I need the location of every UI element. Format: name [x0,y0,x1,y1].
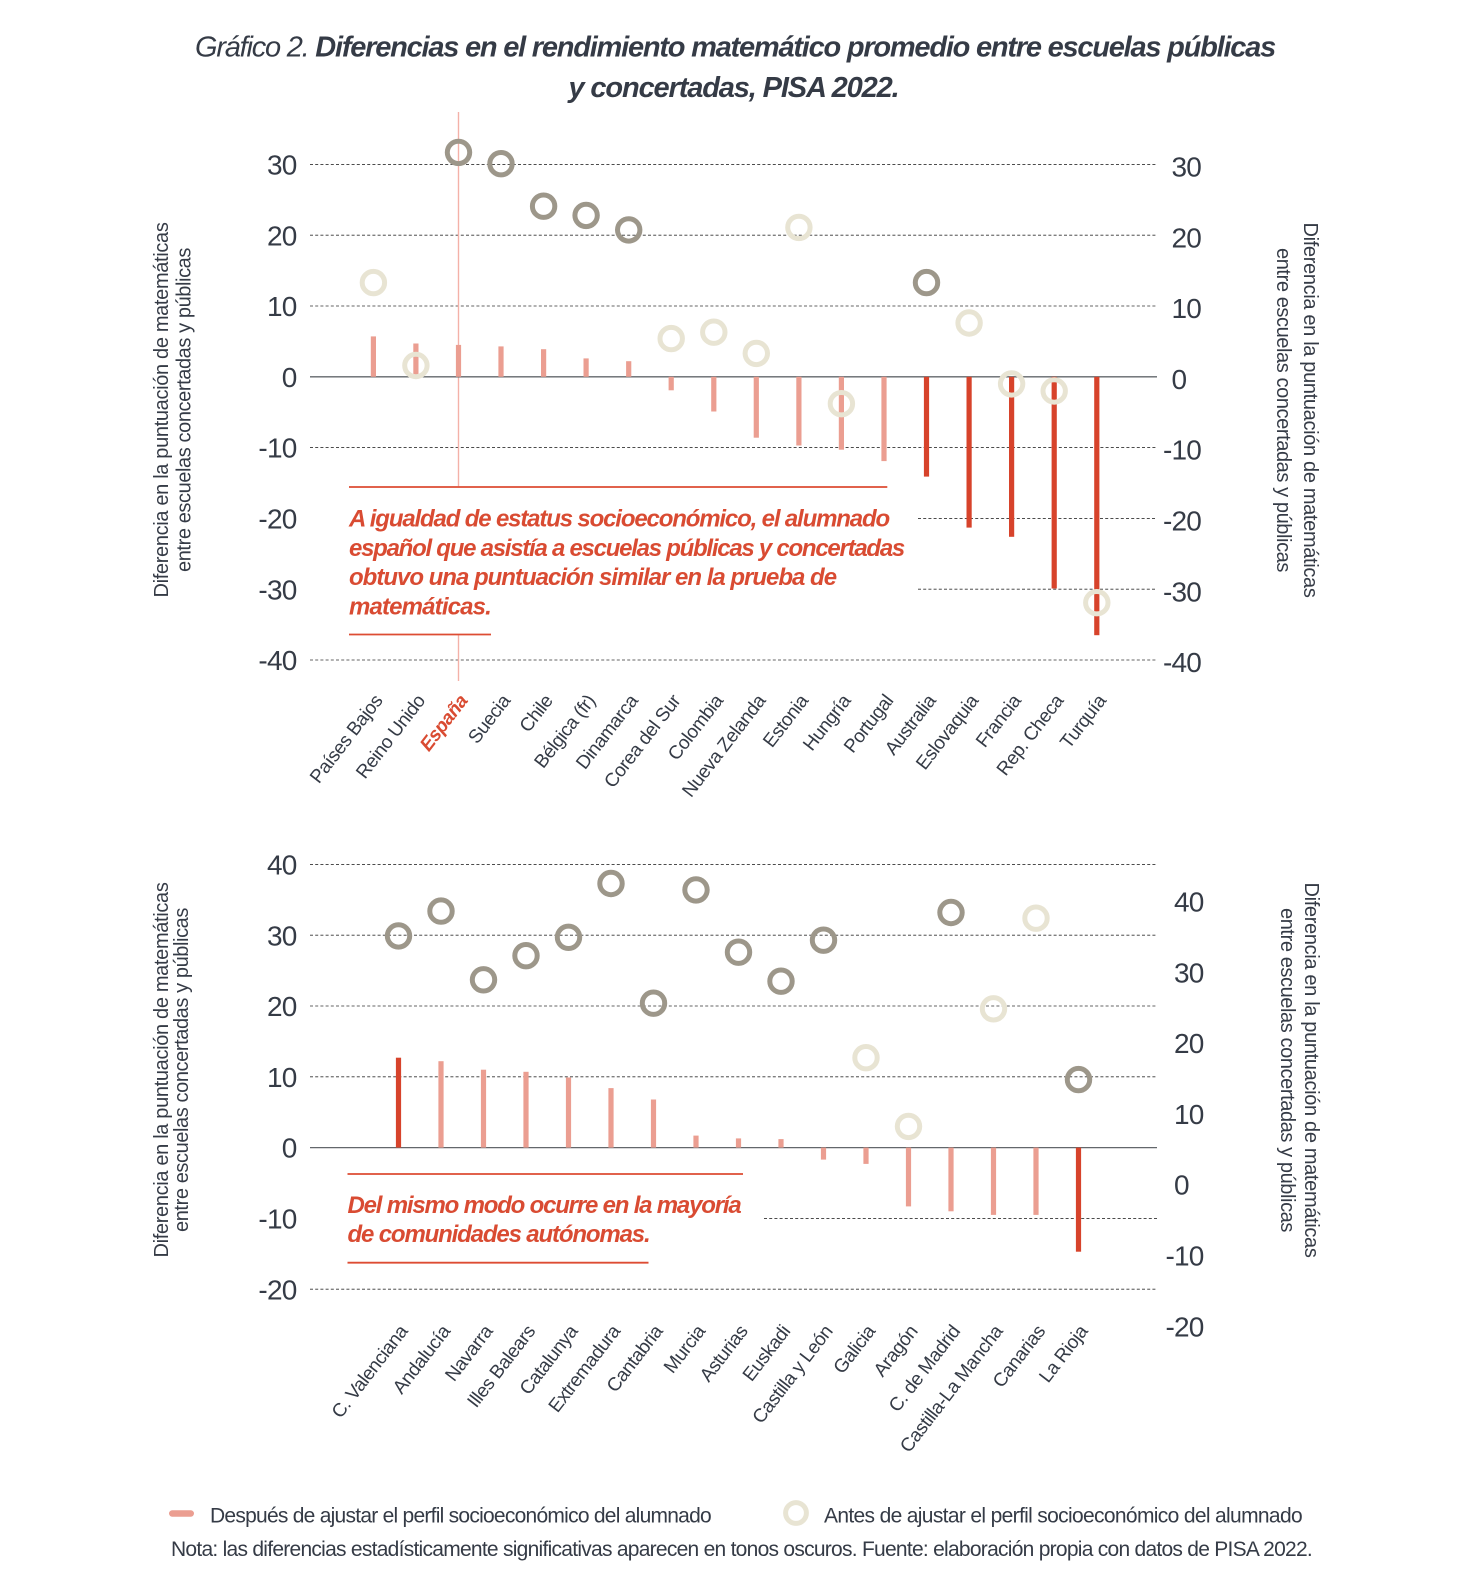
svg-text:-20: -20 [258,503,296,534]
svg-text:entre escuelas concertadas y p: entre escuelas concertadas y públicas [1272,248,1294,572]
svg-text:Diferencia en la puntuación de: Diferencia en la puntuación de matemátic… [1300,883,1322,1258]
svg-text:10: 10 [1172,293,1202,324]
svg-text:Del mismo modo ocurre en la ma: Del mismo modo ocurre en la mayoría [348,1192,742,1219]
svg-text:Suecia: Suecia [465,691,516,748]
svg-text:-20: -20 [1165,1311,1203,1342]
svg-text:20: 20 [1174,1028,1204,1059]
svg-text:Diferencia en la puntuación de: Diferencia en la puntuación de matemátic… [151,882,173,1257]
svg-text:Después de ajustar el perfil s: Después de ajustar el perfil socioeconóm… [210,1505,711,1528]
svg-text:40: 40 [267,849,297,880]
svg-text:0: 0 [1172,364,1187,395]
svg-text:Chile: Chile [516,691,558,736]
svg-text:40: 40 [1174,886,1204,917]
svg-text:10: 10 [267,291,297,322]
svg-text:0: 0 [282,362,297,393]
svg-text:-10: -10 [1165,1240,1203,1271]
svg-text:-30: -30 [258,574,296,605]
svg-text:-10: -10 [258,1203,296,1234]
svg-text:Diferencia en la puntuación de: Diferencia en la puntuación de matemátic… [151,222,173,597]
svg-text:A igualdad de estatus socioeco: A igualdad de estatus socioeconómico, el… [348,505,889,532]
svg-text:Diferencia en la puntuación de: Diferencia en la puntuación de matemátic… [1299,223,1321,598]
svg-text:entre escuelas concertadas y p: entre escuelas concertadas y públicas [174,248,196,572]
svg-text:-40: -40 [1163,647,1201,678]
svg-text:entre escuelas concertadas y p: entre escuelas concertadas y públicas [171,908,193,1232]
svg-text:entre escuelas concertadas y p: entre escuelas concertadas y públicas [1276,908,1298,1232]
svg-text:30: 30 [1172,151,1202,182]
svg-text:-40: -40 [258,645,296,676]
svg-text:matemáticas.: matemáticas. [349,594,491,621]
svg-text:de comunidades autónomas.: de comunidades autónomas. [348,1221,650,1248]
svg-text:Gráfico 2. Diferencias en el r: Gráfico 2. Diferencias en el rendimiento… [195,32,1276,64]
svg-text:30: 30 [267,920,297,951]
svg-text:Turquía: Turquía [1056,691,1111,753]
svg-text:-10: -10 [258,433,296,464]
svg-text:-10: -10 [1163,435,1201,466]
svg-text:español que asistía a escuelas: español que asistía a escuelas públicas … [349,535,905,562]
svg-text:-30: -30 [1163,576,1201,607]
svg-text:Nota: las diferencias estadíst: Nota: las diferencias estadísticamente s… [171,1538,1312,1561]
svg-text:10: 10 [1174,1099,1204,1130]
svg-text:10: 10 [267,1062,297,1093]
svg-text:-20: -20 [258,1274,296,1305]
svg-text:30: 30 [267,149,297,180]
svg-text:0: 0 [1174,1170,1189,1201]
svg-text:-20: -20 [1163,505,1201,536]
svg-text:0: 0 [282,1133,297,1164]
svg-text:Antes de ajustar el perfil soc: Antes de ajustar el perfil socioeconómic… [824,1505,1302,1528]
svg-text:20: 20 [267,991,297,1022]
svg-text:30: 30 [1174,957,1204,988]
svg-text:y concertadas, PISA 2022.: y concertadas, PISA 2022. [567,72,899,104]
svg-text:obtuvo una puntuación similar: obtuvo una puntuación similar en la prue… [349,564,837,591]
svg-text:20: 20 [267,220,297,251]
svg-text:20: 20 [1172,222,1202,253]
